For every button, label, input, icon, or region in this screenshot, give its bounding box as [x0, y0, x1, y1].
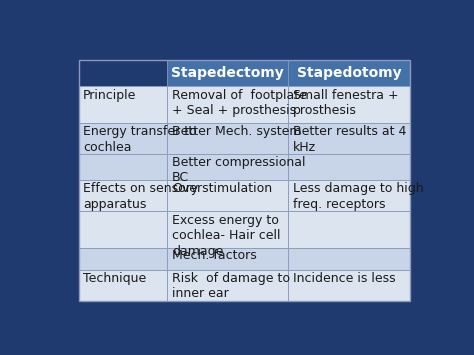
Bar: [167, 154, 288, 180]
Text: Risk  of damage to
inner ear: Risk of damage to inner ear: [172, 272, 290, 300]
Text: Better compressional
BC: Better compressional BC: [172, 156, 305, 185]
Bar: [80, 154, 167, 180]
Text: Excess energy to
cochlea- Hair cell
damage: Excess energy to cochlea- Hair cell dama…: [172, 214, 281, 258]
Text: Incidence is less: Incidence is less: [293, 272, 396, 285]
Bar: [288, 86, 410, 123]
Bar: [288, 60, 410, 86]
Bar: [80, 60, 167, 86]
Text: Better results at 4
kHz: Better results at 4 kHz: [293, 125, 407, 154]
Bar: [288, 123, 410, 154]
Bar: [167, 248, 288, 270]
Bar: [80, 248, 167, 270]
Text: Less damage to high
freq. receptors: Less damage to high freq. receptors: [293, 182, 424, 211]
Text: Stapedotomy: Stapedotomy: [297, 66, 401, 80]
Bar: [167, 180, 288, 211]
Bar: [80, 86, 167, 123]
Text: Overstimulation: Overstimulation: [172, 182, 272, 195]
Bar: [167, 60, 288, 86]
Text: Stapedectomy: Stapedectomy: [172, 66, 284, 80]
Text: Better Mech. system: Better Mech. system: [172, 125, 301, 138]
Bar: [288, 211, 410, 248]
Bar: [80, 270, 167, 301]
Bar: [80, 180, 167, 211]
Text: Principle: Principle: [83, 89, 137, 102]
Bar: [167, 86, 288, 123]
Bar: [288, 248, 410, 270]
Text: Effects on sensory
apparatus: Effects on sensory apparatus: [83, 182, 198, 211]
Bar: [167, 270, 288, 301]
Text: Mech. factors: Mech. factors: [172, 250, 256, 262]
Text: Technique: Technique: [83, 272, 146, 285]
Bar: [288, 180, 410, 211]
Bar: [80, 123, 167, 154]
Bar: [288, 270, 410, 301]
Text: Energy transfer to
cochlea: Energy transfer to cochlea: [83, 125, 197, 154]
Bar: [167, 123, 288, 154]
Bar: [80, 211, 167, 248]
Text: Small fenestra +
prosthesis: Small fenestra + prosthesis: [293, 89, 399, 117]
Bar: [167, 211, 288, 248]
Bar: [288, 154, 410, 180]
Bar: [80, 60, 410, 301]
Text: Removal of  footplate
+ Seal + prosthesis: Removal of footplate + Seal + prosthesis: [172, 89, 307, 117]
